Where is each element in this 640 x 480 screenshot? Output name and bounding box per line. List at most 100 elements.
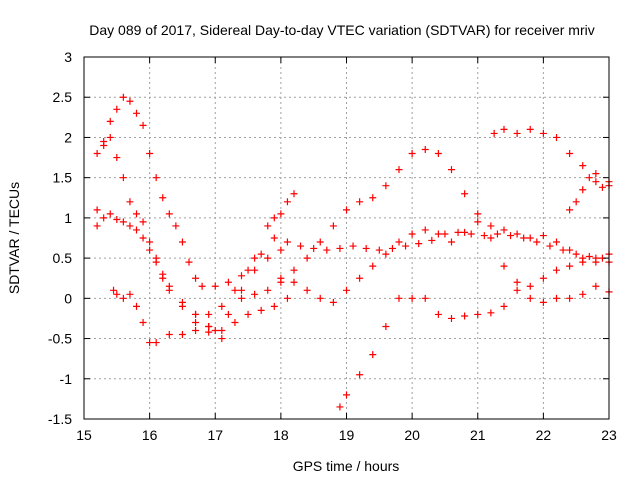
data-point xyxy=(152,174,160,182)
data-point xyxy=(434,150,442,158)
data-point xyxy=(290,266,298,274)
data-point xyxy=(133,210,140,218)
series-sat-g xyxy=(238,146,613,302)
data-point xyxy=(251,290,259,298)
data-point xyxy=(566,294,574,302)
data-point xyxy=(382,250,390,258)
series-sat-k xyxy=(566,174,613,214)
data-point xyxy=(553,133,560,141)
data-point xyxy=(467,230,475,238)
data-point xyxy=(336,244,344,252)
axis-ticks: 15 16 17 18 19 20 21 22 23 -1.5 -1 -0.5 0 0.5 1 1.5 2 2.5… xyxy=(48,49,617,443)
y-tick-label: 2.5 xyxy=(53,89,73,105)
data-point xyxy=(178,238,186,246)
data-point xyxy=(395,238,403,246)
data-point xyxy=(533,238,541,246)
data-point xyxy=(474,310,482,318)
data-point xyxy=(395,166,403,174)
data-point xyxy=(343,206,350,214)
data-point xyxy=(408,230,416,238)
data-point xyxy=(500,302,508,310)
data-point xyxy=(402,242,410,250)
x-tick-label: 17 xyxy=(207,427,223,443)
data-point xyxy=(238,294,245,302)
data-point xyxy=(270,302,278,310)
data-point xyxy=(270,234,278,242)
data-point xyxy=(382,182,390,190)
data-point xyxy=(139,234,147,242)
data-point xyxy=(369,351,377,359)
data-point xyxy=(329,298,337,306)
series-sat-b xyxy=(93,133,213,330)
data-point xyxy=(513,286,521,294)
series-sat-i xyxy=(336,282,613,411)
data-point xyxy=(336,403,344,411)
data-point xyxy=(119,93,127,101)
data-point xyxy=(218,327,226,335)
data-point xyxy=(329,222,337,230)
data-point xyxy=(585,174,593,182)
data-point xyxy=(421,294,429,302)
data-point xyxy=(244,310,252,318)
data-point xyxy=(290,190,298,198)
data-point xyxy=(474,210,482,218)
data-point xyxy=(572,198,580,206)
data-point xyxy=(526,282,534,290)
x-tick-label: 23 xyxy=(601,427,617,443)
data-point xyxy=(231,286,239,294)
data-point xyxy=(480,232,488,240)
y-tick-label: -1.5 xyxy=(48,411,72,427)
data-point xyxy=(316,294,324,302)
data-point xyxy=(198,282,206,290)
data-point xyxy=(323,246,331,254)
x-tick-label: 16 xyxy=(142,427,158,443)
data-point xyxy=(100,141,108,149)
data-point xyxy=(159,194,167,202)
data-point xyxy=(251,266,259,274)
data-point xyxy=(493,230,501,238)
y-tick-label: 2 xyxy=(64,129,72,145)
data-point xyxy=(264,254,272,262)
data-point xyxy=(448,166,455,174)
data-point xyxy=(539,129,547,137)
data-point xyxy=(192,274,200,282)
data-point xyxy=(119,218,127,226)
data-point xyxy=(415,240,423,248)
data-point xyxy=(178,298,186,306)
data-point xyxy=(224,278,232,286)
data-point xyxy=(500,125,508,133)
data-point xyxy=(592,258,600,266)
data-point xyxy=(553,238,560,246)
data-point xyxy=(395,294,403,302)
data-point xyxy=(408,150,416,158)
data-point xyxy=(343,286,350,294)
data-point xyxy=(119,294,127,302)
data-point xyxy=(592,170,600,178)
data-point xyxy=(526,125,534,133)
data-point xyxy=(205,310,213,318)
data-point xyxy=(146,150,154,158)
series-sat-c xyxy=(93,210,291,335)
data-point xyxy=(165,331,173,339)
data-point xyxy=(106,117,114,125)
y-tick-label: 1.5 xyxy=(53,170,73,186)
data-point xyxy=(238,272,245,280)
y-tick-label: -1 xyxy=(60,371,73,387)
data-point xyxy=(290,278,298,286)
data-point xyxy=(434,230,442,238)
data-point xyxy=(231,318,239,326)
data-point xyxy=(139,218,147,226)
data-point xyxy=(133,226,140,234)
data-point xyxy=(566,262,574,270)
data-point xyxy=(283,294,291,302)
data-point xyxy=(579,186,587,194)
data-point xyxy=(598,183,606,191)
data-point xyxy=(513,230,521,238)
data-point xyxy=(277,274,285,282)
data-point xyxy=(526,234,534,242)
x-axis-label: GPS time / hours xyxy=(293,458,400,474)
data-point xyxy=(257,250,265,258)
data-point xyxy=(106,210,114,218)
data-point xyxy=(126,290,134,298)
